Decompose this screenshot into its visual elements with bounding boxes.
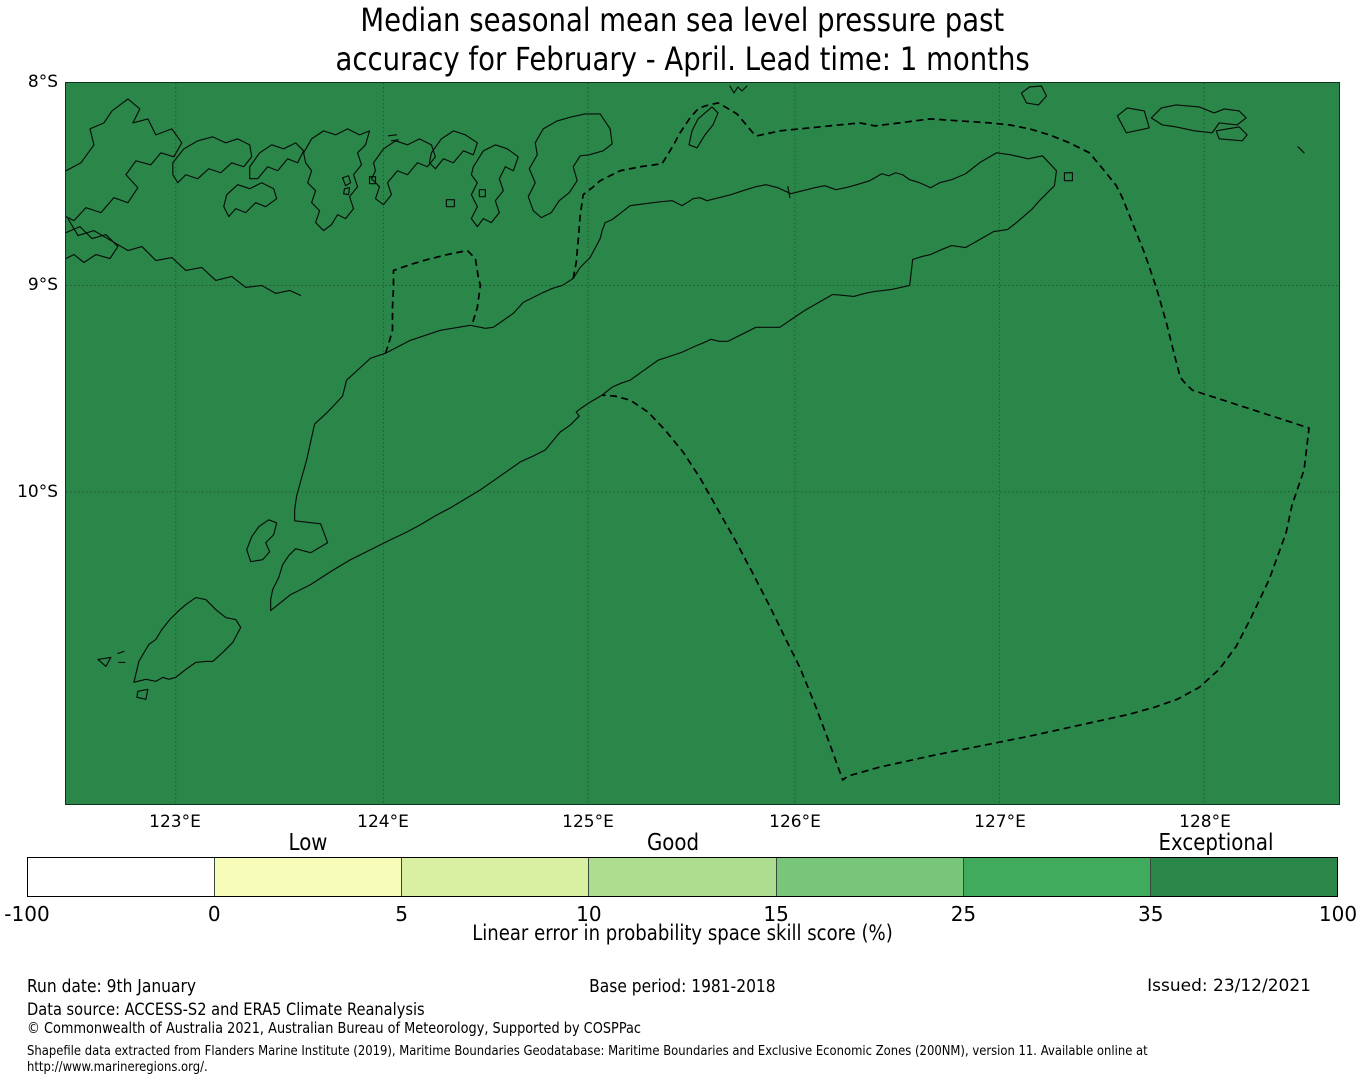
coastline-atauro xyxy=(688,106,719,149)
colorbar-category-label: Good xyxy=(647,830,700,856)
colorbar-segment xyxy=(28,858,216,896)
map-canvas xyxy=(65,82,1340,805)
colorbar-segment xyxy=(1150,858,1337,896)
footer-issued: Issued: 23/12/2021 xyxy=(1147,976,1311,996)
x-axis-tick-label: 124°E xyxy=(357,812,409,832)
coastline-ne-island-big xyxy=(1150,104,1247,134)
chart-title-line1: Median seasonal mean sea level pressure … xyxy=(360,1,1005,39)
colorbar-tick-label: 35 xyxy=(1137,902,1164,926)
x-axis-tick-label: 128°E xyxy=(1179,812,1231,832)
coastline-island-d xyxy=(249,142,305,180)
colorbar-tick-label: 25 xyxy=(950,902,977,926)
colorbar-segment xyxy=(402,858,590,896)
colorbar-segment xyxy=(776,858,964,896)
coastline-island-g xyxy=(428,130,478,170)
graticule xyxy=(66,83,1339,804)
coastline-timor xyxy=(270,152,1058,612)
footer-shapefile-line1: Shapefile data extracted from Flanders M… xyxy=(27,1043,1148,1059)
coastline-islet xyxy=(97,650,149,700)
footer-base-period: Base period: 1981-2018 xyxy=(589,976,776,997)
eez-boundary-timor-leste xyxy=(572,102,1310,781)
coastline-strait-islets xyxy=(341,134,486,208)
chart-title-line2: accuracy for February - April. Lead time… xyxy=(335,40,1030,78)
coastline-ne-mark xyxy=(1297,146,1305,154)
colorbar-title: Linear error in probability space skill … xyxy=(472,921,893,945)
coastline-rote xyxy=(133,596,242,683)
footer-run-date: Run date: 9th January xyxy=(27,976,196,997)
eez-boundary-oecusse xyxy=(384,249,482,354)
chart-title: Median seasonal mean sea level pressure … xyxy=(0,1,1365,79)
coastline-pantar-strait-south xyxy=(67,218,302,296)
y-axis-tick-label: 9°S xyxy=(27,275,58,295)
map-background xyxy=(66,83,1339,804)
colorbar-tick-label: 10 xyxy=(576,902,602,926)
coastline-ne-island-east xyxy=(1215,126,1248,142)
map-svg xyxy=(66,83,1339,804)
colorbar-tick-label: 15 xyxy=(763,902,789,926)
x-axis-tick-label: 126°E xyxy=(769,812,821,832)
colorbar-tick-label: -100 xyxy=(4,902,50,926)
colorbar xyxy=(27,857,1338,897)
coastline-semau xyxy=(246,519,278,563)
maritime-boundaries xyxy=(384,102,1310,781)
colorbar-category-label: Exceptional xyxy=(1158,830,1274,856)
coastline-ne-island-small xyxy=(1116,107,1150,134)
colorbar-segment xyxy=(215,858,403,896)
colorbar-segment xyxy=(963,858,1151,896)
x-axis-tick-label: 127°E xyxy=(974,812,1026,832)
coastline-island-f xyxy=(370,138,436,206)
coastline-jaco-island xyxy=(1063,172,1073,182)
y-axis-tick-label: 8°S xyxy=(27,72,58,92)
coastline-island-c xyxy=(223,182,278,218)
x-axis-tick-label: 123°E xyxy=(149,812,201,832)
y-axis-tick-label: 10°S xyxy=(17,482,58,502)
coastline-island-b xyxy=(172,136,253,184)
colorbar-tick-label: 100 xyxy=(1318,902,1358,926)
coastline-river-notch xyxy=(787,186,791,199)
coastline-alor xyxy=(470,144,519,228)
coastline-kisar xyxy=(1020,85,1048,106)
footer-data-source: Data source: ACCESS-S2 and ERA5 Climate … xyxy=(27,1000,425,1020)
coastline-lembata xyxy=(66,98,183,222)
coastline-pantar xyxy=(303,128,371,232)
colorbar-category-label: Low xyxy=(288,830,328,856)
coastline-alor-east xyxy=(527,113,613,219)
coastline-wetar-tip xyxy=(729,85,748,94)
footer-copyright: © Commonwealth of Australia 2021, Austra… xyxy=(27,1019,642,1037)
colorbar-tick-label: 0 xyxy=(207,902,221,926)
coastlines xyxy=(66,85,1305,700)
footer-shapefile-line2: http://www.marineregions.org/. xyxy=(27,1059,208,1075)
x-axis-tick-label: 125°E xyxy=(562,812,614,832)
colorbar-tick-label: 5 xyxy=(395,902,408,926)
colorbar-segment xyxy=(589,858,777,896)
